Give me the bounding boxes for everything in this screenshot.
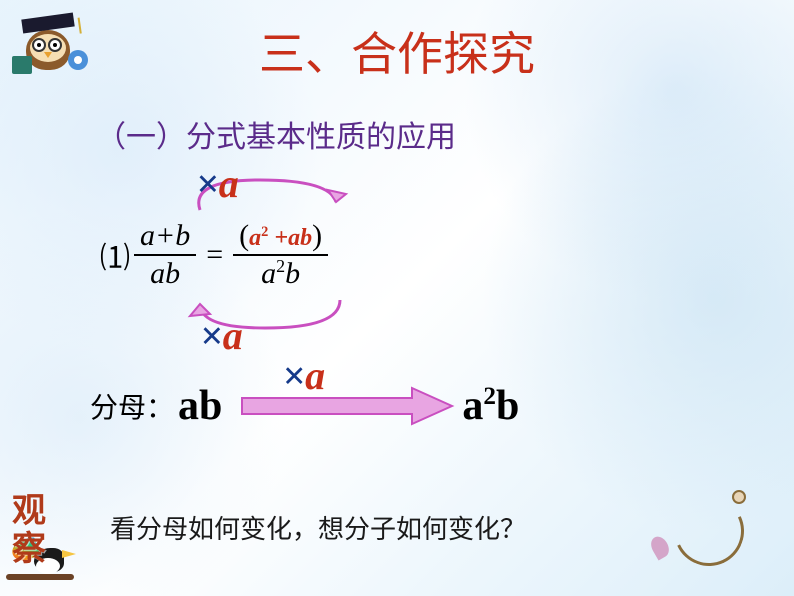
times-a-top: ×a [196, 160, 239, 207]
numerator-left: a+b [134, 218, 196, 254]
observe-label: 观 察 [12, 493, 46, 568]
fraction-right: (a2 +ab) a2b [233, 218, 328, 292]
times-a-middle: ×a [282, 352, 325, 399]
denominator-transform-row: 分母： ab ×a a2b [90, 376, 519, 436]
times-symbol: × [196, 161, 219, 206]
letter-a: a [219, 161, 239, 206]
observe-char-2: 察 [12, 531, 46, 568]
observe-char-1: 观 [12, 493, 46, 530]
fenmu-ab: ab [178, 382, 222, 430]
denominator-left: ab [144, 256, 186, 292]
section-title: 三、合作探究 [0, 18, 794, 84]
block-arrow-icon [222, 376, 462, 436]
equation-area: ×a ⑴ a+b ab = (a2 +ab) a2b ×a [100, 160, 440, 360]
curved-arrow-top [160, 172, 360, 212]
paren-close: ) [312, 219, 322, 252]
equals-sign: = [206, 238, 223, 272]
curved-arrow-bottom [170, 296, 350, 336]
times-symbol: × [282, 353, 305, 398]
letter-a: a [223, 313, 243, 358]
fraction-left: a+b ab [134, 218, 196, 292]
fenmu-a2b: a2b [462, 382, 519, 430]
times-a-bottom: ×a [200, 312, 243, 359]
denominator-right: a2b [255, 256, 306, 292]
flower-arrow-decoration [644, 486, 764, 576]
fenmu-label: 分母： [90, 386, 174, 426]
answer-text: a2 +ab [249, 225, 312, 251]
letter-a: a [305, 353, 325, 398]
equation-line: ⑴ a+b ab = (a2 +ab) a2b [100, 218, 332, 292]
paren-open: ( [239, 219, 249, 252]
guiding-question: 看分母如何变化，想分子如何变化？ [110, 509, 526, 546]
subsection-title: （一）分式基本性质的应用 [96, 112, 456, 156]
numerator-right: (a2 +ab) [233, 218, 328, 254]
question-number: ⑴ [100, 233, 130, 277]
times-symbol: × [200, 313, 223, 358]
mid-arrow-wrap: ×a [222, 376, 462, 436]
